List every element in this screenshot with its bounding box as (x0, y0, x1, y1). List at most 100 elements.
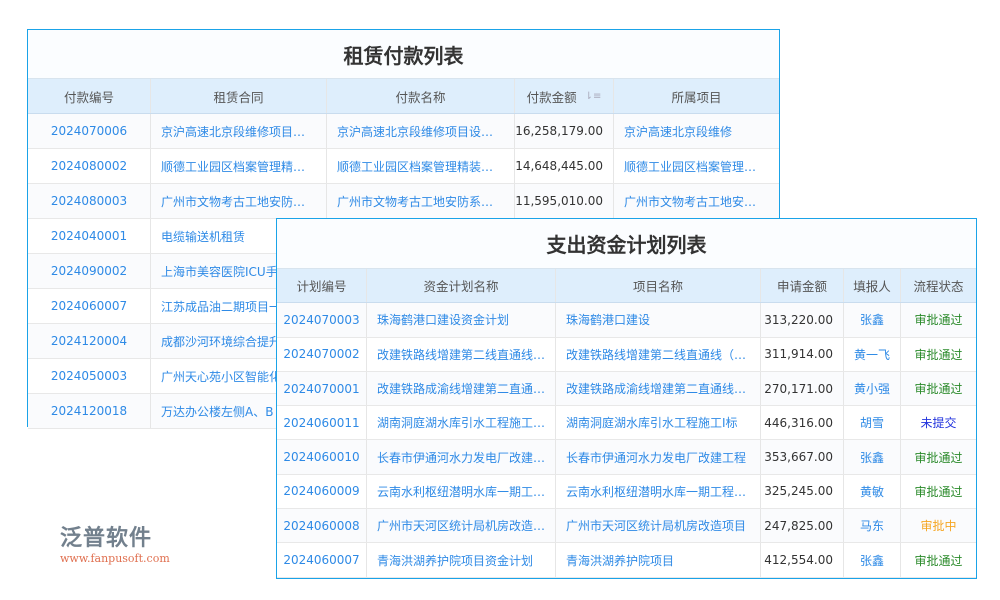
table-cell[interactable]: 京沪高速北京段维修项目… (151, 114, 327, 148)
table-cell[interactable]: 2024060007 (28, 289, 151, 323)
table-cell: 412,554.00 (761, 543, 844, 577)
table-cell[interactable]: 2024060010 (277, 440, 367, 474)
table-row[interactable]: 2024080002 顺德工业园区档案管理精… 顺德工业园区档案管理精装… 14,64… (28, 149, 779, 184)
column-header[interactable]: 填报人 (844, 269, 901, 303)
table-cell[interactable]: 马东 (844, 509, 901, 543)
table-cell[interactable]: 2024070002 (277, 337, 367, 371)
table-cell[interactable]: 广州市文物考古工地安防… (151, 184, 327, 218)
table-row[interactable]: 2024080003 广州市文物考古工地安防… 广州市文物考古工地安防系… 11,59… (28, 184, 779, 219)
table-row[interactable]: 2024060007 青海洪湖养护院项目资金计划 青海洪湖养护院项目 412,554.… (277, 543, 976, 578)
table-cell[interactable]: 2024080003 (28, 184, 151, 218)
table-cell[interactable]: 2024070006 (28, 114, 151, 148)
table-cell[interactable]: 2024060011 (277, 406, 367, 440)
table-cell[interactable]: 改建铁路线增建第二线直通线（… (556, 337, 761, 371)
table-cell: 446,316.00 (761, 406, 844, 440)
table-cell: 325,245.00 (761, 474, 844, 509)
column-header[interactable]: 计划编号 (277, 269, 367, 303)
table-cell[interactable]: 张鑫 (844, 440, 901, 474)
table-cell[interactable]: 顺德工业园区档案管理… (624, 159, 757, 174)
table-cell[interactable]: 云南水利枢纽潜明水库一期工… (367, 474, 556, 509)
table-cell: 14,648,445.00 (515, 149, 614, 183)
table-cell: 270,171.00 (761, 371, 844, 406)
table-cell[interactable]: 2024040001 (28, 219, 151, 253)
table-cell[interactable]: 广州市文物考古工地安… (624, 194, 757, 209)
table-cell[interactable]: 2024060009 (277, 474, 367, 509)
column-header-label: 租赁合同 (213, 89, 264, 105)
column-header[interactable]: 流程状态 (901, 269, 976, 302)
table-cell[interactable]: 广州市文物考古工地安防系… (327, 184, 515, 218)
table-row[interactable]: 2024070006 京沪高速北京段维修项目… 京沪高速北京段维修项目设… 16,25… (28, 114, 779, 149)
table-cell: 247,825.00 (761, 509, 844, 543)
table-cell[interactable]: 青海洪湖养护院项目资金计划 (367, 543, 556, 577)
table-cell[interactable]: 湖南洞庭湖水库引水工程施工… (367, 406, 556, 440)
table-cell[interactable]: 黄敏 (844, 474, 901, 509)
table-cell[interactable]: 湖南洞庭湖水库引水工程施工I标 (556, 406, 761, 440)
table-cell[interactable]: 改建铁路线增建第二线直通线… (367, 337, 556, 371)
column-header[interactable]: 付款名称 (327, 79, 515, 113)
table-cell[interactable]: 2024060007 (277, 543, 367, 577)
table-cell[interactable]: 顺德工业园区档案管理精… (151, 149, 327, 183)
table-cell: 353,667.00 (761, 440, 844, 474)
table-cell[interactable]: 2024080002 (28, 149, 151, 183)
sort-icon[interactable]: ⇂≡ (584, 90, 602, 102)
table-cell[interactable]: 黄一飞 (844, 337, 901, 371)
plan-table-title: 支出资金计划列表 (277, 219, 976, 269)
column-header[interactable]: 资金计划名称 (367, 269, 556, 303)
status-badge: 审批通过 (914, 450, 963, 465)
table-cell[interactable]: 张鑫 (844, 543, 901, 577)
table-cell[interactable]: 2024090002 (28, 254, 151, 288)
table-cell[interactable]: 2024120004 (28, 324, 151, 358)
status-badge: 审批通过 (914, 347, 963, 362)
column-header-label: 付款名称 (395, 89, 446, 105)
table-row[interactable]: 2024070001 改建铁路成渝线增建第二直通… 改建铁路成渝线增建第二直通线… 2… (277, 371, 976, 407)
expense-plan-table: 支出资金计划列表 计划编号 资金计划名称 项目名称 申请金额 填报人 流程状态 202407… (276, 218, 977, 579)
table-row[interactable]: 2024060011 湖南洞庭湖水库引水工程施工… 湖南洞庭湖水库引水工程施工I标 4… (277, 406, 976, 441)
fanpusoft-logo: 泛普软件 www.fanpusoft.com (60, 520, 170, 565)
table-cell[interactable]: 京沪高速北京段维修项目设… (327, 114, 515, 148)
logo-url: www.fanpusoft.com (60, 552, 170, 565)
table-row[interactable]: 2024070002 改建铁路线增建第二线直通线… 改建铁路线增建第二线直通线（… 3… (277, 337, 976, 372)
column-header[interactable]: 申请金额 (761, 269, 844, 303)
column-header[interactable]: 付款编号 (28, 79, 151, 113)
status-badge: 审批通过 (914, 382, 963, 397)
table-cell: 11,595,010.00 (515, 184, 614, 218)
table-cell[interactable]: 2024050003 (28, 359, 151, 393)
column-header-label: 付款编号 (63, 89, 114, 105)
column-header-label: 所属项目 (671, 89, 722, 105)
table-cell: 16,258,179.00 (515, 114, 614, 148)
table-cell[interactable]: 黄小强 (844, 371, 901, 406)
table-cell[interactable]: 胡雪 (844, 406, 901, 440)
table-cell[interactable]: 长春市伊通河水力发电厂改建工程 (556, 440, 761, 474)
table-row[interactable]: 2024060010 长春市伊通河水力发电厂改建… 长春市伊通河水力发电厂改建工程 3… (277, 440, 976, 475)
table-cell[interactable]: 2024070003 (277, 303, 367, 337)
table-row[interactable]: 2024060009 云南水利枢纽潜明水库一期工… 云南水利枢纽潜明水库一期工程… 3… (277, 474, 976, 510)
table-cell[interactable]: 广州市天河区统计局机房改造… (367, 509, 556, 543)
column-header[interactable]: 付款金额 ⇂≡ (515, 79, 614, 113)
table-row[interactable]: 2024060008 广州市天河区统计局机房改造… 广州市天河区统计局机房改造项目 2… (277, 509, 976, 544)
table-cell[interactable]: 青海洪湖养护院项目 (556, 543, 761, 577)
table-cell[interactable]: 珠海鹤港口建设 (556, 303, 761, 337)
column-header[interactable]: 项目名称 (556, 269, 761, 303)
table-cell[interactable]: 广州市天河区统计局机房改造项目 (556, 509, 761, 543)
status-badge: 审批中 (920, 519, 957, 534)
table-header: 计划编号 资金计划名称 项目名称 申请金额 填报人 流程状态 (277, 269, 976, 304)
table-cell[interactable]: 顺德工业园区档案管理精装… (327, 149, 515, 183)
table-cell[interactable]: 改建铁路成渝线增建第二直通… (367, 371, 556, 406)
table-cell[interactable]: 珠海鹤港口建设资金计划 (367, 303, 556, 337)
table-cell[interactable]: 张鑫 (844, 303, 901, 337)
table-cell[interactable]: 长春市伊通河水力发电厂改建… (367, 440, 556, 474)
status-badge: 未提交 (920, 416, 957, 431)
table-row[interactable]: 2024070003 珠海鹤港口建设资金计划 珠海鹤港口建设 313,220.00 张鑫… (277, 303, 976, 338)
status-badge: 审批通过 (914, 484, 963, 499)
table-cell[interactable]: 京沪高速北京段维修 (624, 124, 733, 139)
status-badge: 审批通过 (914, 313, 963, 328)
column-header[interactable]: 所属项目 (614, 79, 779, 113)
table-cell[interactable]: 改建铁路成渝线增建第二直通线… (556, 371, 761, 406)
table-cell[interactable]: 云南水利枢纽潜明水库一期工程… (556, 474, 761, 509)
table-cell[interactable]: 2024120018 (28, 394, 151, 428)
column-header[interactable]: 租赁合同 (151, 79, 327, 113)
table-header: 付款编号 租赁合同 付款名称 付款金额 ⇂≡ 所属项目 (28, 79, 779, 114)
table-cell[interactable]: 2024070001 (277, 371, 367, 406)
table-cell: 311,914.00 (761, 337, 844, 371)
table-cell[interactable]: 2024060008 (277, 509, 367, 543)
